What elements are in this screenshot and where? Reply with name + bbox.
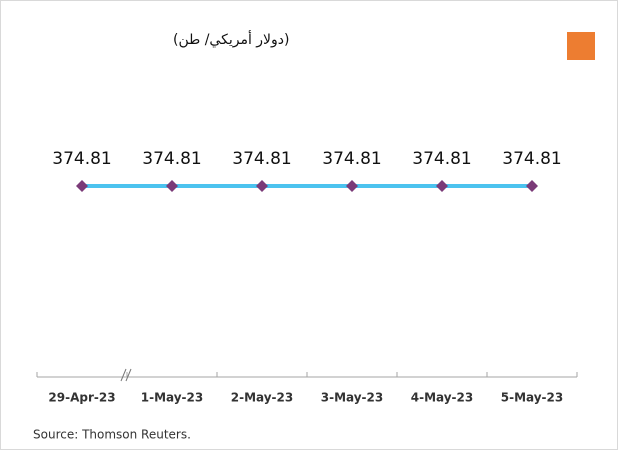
data-point [346,180,358,192]
source-note: Source: Thomson Reuters. [33,428,191,442]
legend-marker [567,32,595,60]
axis-break [120,368,132,382]
x-tick-label: 4-May-23 [411,391,474,405]
data-point [256,180,268,192]
data-label: 374.81 [412,149,471,169]
data-point [166,180,178,192]
data-label: 374.81 [322,149,381,169]
chart-title: (دولار أمريكي/ طن) [173,30,290,48]
x-tick-label: 2-May-23 [231,391,294,405]
data-point [526,180,538,192]
x-tick-label: 3-May-23 [321,391,384,405]
data-label: 374.81 [142,149,201,169]
data-point [76,180,88,192]
x-tick-label: 29-Apr-23 [48,391,115,405]
x-tick-label: 5-May-23 [501,391,564,405]
data-label: 374.81 [232,149,291,169]
data-point [436,180,448,192]
data-label: 374.81 [52,149,111,169]
x-tick-label: 1-May-23 [141,391,204,405]
data-label: 374.81 [502,149,561,169]
